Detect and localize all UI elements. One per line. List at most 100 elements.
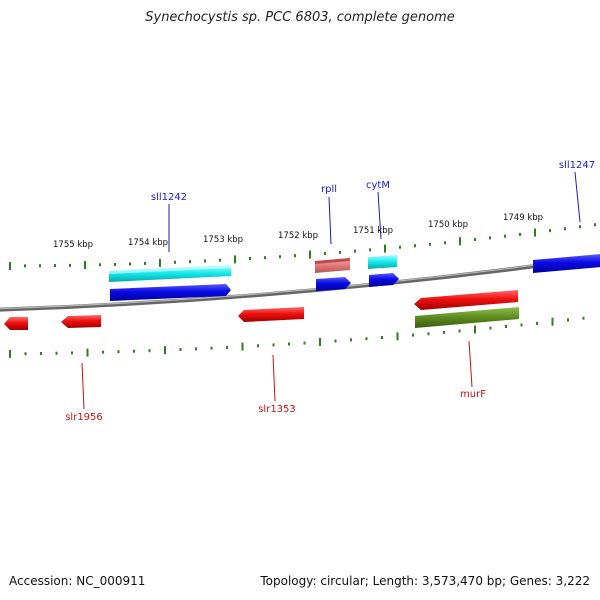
gene-rpll[interactable]: [316, 277, 351, 291]
lower-minor-tick: [582, 316, 585, 320]
upper-minor-tick: [474, 238, 476, 242]
scale-label-1749: 1749 kbp: [503, 213, 543, 223]
lower-minor-tick: [272, 343, 275, 347]
callout-sll1247: [574, 171, 581, 223]
lower-major-tick: [164, 346, 166, 355]
gene-sll1242[interactable]: [110, 284, 231, 301]
lower-minor-tick: [133, 349, 135, 353]
upper-minor-tick: [399, 245, 401, 249]
upper-tick-track: [9, 223, 596, 270]
lower-minor-tick: [412, 333, 414, 337]
lower-tick-track: [9, 316, 585, 358]
upper-minor-tick: [249, 257, 251, 261]
scale-label-1753: 1753 kbp: [203, 235, 243, 245]
upper-minor-tick: [279, 255, 281, 259]
upper-minor-tick: [504, 234, 506, 238]
upper-minor-tick: [429, 242, 431, 246]
gene-label-cytM[interactable]: cytM: [366, 180, 390, 191]
gene-label-sll1247[interactable]: sll1247: [559, 160, 595, 171]
scale-label-1750: 1750 kbp: [428, 220, 468, 230]
lower-major-tick: [396, 332, 399, 341]
upper-minor-tick: [219, 258, 221, 262]
upper-minor-tick: [519, 232, 521, 236]
lower-minor-tick: [489, 326, 492, 330]
gene-cytM-cyan[interactable]: [368, 255, 397, 269]
gene-label-sll1242[interactable]: sll1242: [151, 192, 187, 203]
lower-major-tick: [86, 348, 89, 357]
lower-major-tick: [9, 349, 11, 358]
scale-label-1754: 1754 kbp: [128, 238, 168, 248]
upper-minor-tick: [189, 260, 191, 264]
gene-label-slr1353[interactable]: slr1353: [258, 404, 296, 415]
gene-murF-red[interactable]: [414, 290, 518, 310]
upper-minor-tick: [69, 263, 71, 267]
gene-murF-olive[interactable]: [415, 307, 519, 328]
lower-major-tick: [551, 317, 554, 326]
accession-text: Accession: NC_000911: [9, 574, 146, 588]
genome-summary-text: Topology: circular; Length: 3,573,470 bp…: [260, 574, 590, 588]
upper-minor-tick: [414, 244, 416, 248]
lower-minor-tick: [148, 349, 151, 353]
lower-major-tick: [241, 342, 244, 351]
gene-rpll-pink[interactable]: [315, 258, 350, 273]
lower-minor-tick: [443, 330, 445, 334]
callout-slr1956: [81, 362, 85, 410]
scale-label-1752: 1752 kbp: [278, 231, 318, 241]
upper-minor-tick: [54, 264, 56, 268]
upper-minor-tick: [204, 259, 206, 263]
callout-cytM: [377, 191, 382, 240]
lower-minor-tick: [257, 344, 259, 348]
lower-minor-tick: [40, 351, 42, 355]
map-title: Synechocystis sp. PCC 6803, complete gen…: [145, 10, 455, 25]
lower-minor-tick: [536, 321, 538, 325]
gene-red-left-edge[interactable]: [4, 317, 28, 330]
upper-minor-tick: [24, 264, 26, 268]
upper-major-tick: [534, 228, 536, 237]
upper-minor-tick: [579, 225, 581, 229]
lower-minor-tick: [350, 338, 352, 342]
upper-minor-tick: [489, 236, 491, 240]
scale-label-1755: 1755 kbp: [53, 240, 93, 250]
gene-label-rpll[interactable]: rpll: [321, 184, 337, 195]
lower-minor-tick: [71, 351, 73, 355]
upper-minor-tick: [564, 227, 566, 231]
gene-cytM[interactable]: [369, 273, 399, 287]
lower-minor-tick: [288, 342, 290, 346]
upper-minor-tick: [99, 263, 101, 267]
chromosome-backbone-highlight: [0, 255, 600, 310]
upper-minor-tick: [369, 248, 371, 252]
upper-minor-tick: [144, 261, 146, 265]
upper-minor-tick: [114, 262, 116, 266]
lower-minor-tick: [226, 345, 228, 349]
upper-major-tick: [9, 261, 11, 270]
upper-minor-tick: [264, 256, 266, 260]
lower-minor-tick: [210, 346, 213, 350]
callout-rpll: [328, 196, 332, 245]
upper-minor-tick: [39, 264, 41, 268]
upper-minor-tick: [339, 250, 341, 254]
scale-label-1751: 1751 kbp: [353, 226, 393, 236]
lower-major-tick: [474, 325, 476, 334]
gene-slr1353[interactable]: [238, 307, 304, 322]
upper-minor-tick: [324, 252, 326, 256]
lower-minor-tick: [303, 341, 306, 345]
gene-label-slr1956[interactable]: slr1956: [65, 412, 103, 423]
upper-major-tick: [384, 244, 386, 253]
upper-major-tick: [159, 258, 161, 267]
lower-minor-tick: [458, 329, 461, 333]
gene-slr1956[interactable]: [61, 315, 101, 328]
gene-sll1247[interactable]: [533, 254, 600, 273]
lower-minor-tick: [427, 332, 430, 336]
lower-minor-tick: [365, 337, 368, 341]
chromosome-backbone: [0, 255, 600, 312]
upper-major-tick: [84, 261, 86, 270]
lower-major-tick: [319, 338, 321, 347]
lower-minor-tick: [179, 348, 182, 352]
lower-minor-tick: [24, 352, 27, 356]
lower-minor-tick: [55, 351, 58, 355]
gene-sll1242-cyan[interactable]: [109, 265, 231, 282]
gene-label-murF[interactable]: murF: [460, 389, 486, 400]
lower-minor-tick: [381, 336, 383, 340]
upper-minor-tick: [549, 229, 551, 233]
